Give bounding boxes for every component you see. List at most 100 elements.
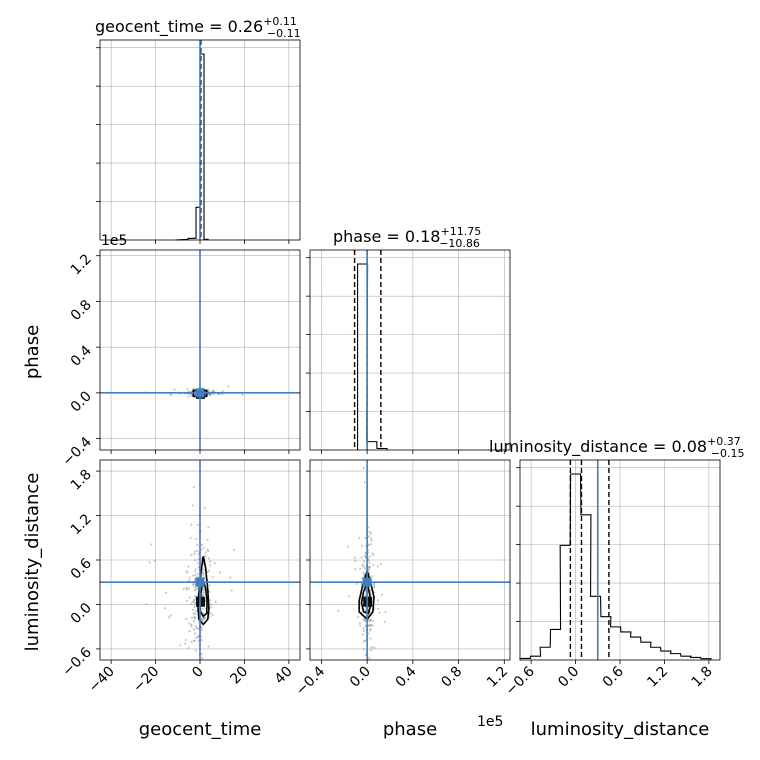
sample-point [207, 388, 210, 391]
sample-point [359, 567, 362, 571]
sample-point [384, 611, 387, 614]
sample-point [193, 550, 197, 553]
sample-point [194, 574, 197, 577]
sample-point [367, 535, 370, 538]
contour-inner [360, 581, 372, 615]
title-geocent-time: geocent_time = 0.26+0.11 −0.11 [95, 15, 301, 40]
sample-point [368, 620, 372, 623]
sample-point [241, 393, 244, 397]
sample-point [209, 606, 212, 609]
truth-marker [195, 388, 205, 398]
sample-point [168, 616, 171, 619]
sample-point [369, 618, 373, 621]
sample-point [187, 565, 190, 568]
sample-point [212, 390, 215, 393]
sample-point [213, 562, 216, 565]
sample-point [369, 532, 373, 535]
sample-point [190, 523, 193, 526]
sample-point [148, 561, 151, 564]
y-tick-label: 1.8 [68, 467, 95, 494]
x-tick-label: 0.0 [347, 664, 374, 691]
x-tick-label: −0.4 [293, 663, 328, 698]
x-tick-label: 0.8 [438, 664, 465, 691]
sample-point [368, 566, 371, 569]
y-tick-label: 0.0 [68, 600, 95, 627]
contour-outer [196, 556, 210, 626]
sample-point [208, 584, 211, 587]
diag-panel-phase [306, 249, 511, 454]
sample-point [369, 543, 373, 546]
xlabel-luminosity-distance: luminosity_distance [531, 719, 710, 740]
sample-point [358, 536, 361, 539]
panel-frame [99, 39, 301, 241]
sample-point [354, 568, 357, 571]
sample-point [201, 607, 204, 610]
sample-point [190, 553, 193, 557]
sample-point [194, 568, 197, 571]
sample-point [187, 587, 191, 590]
sample-point [188, 622, 191, 625]
sample-point [184, 638, 188, 642]
sample-point [221, 390, 224, 393]
sample-point [190, 640, 193, 644]
sample-point [192, 612, 195, 615]
y-tick-label: 1.2 [68, 511, 95, 538]
x-tick-label: 1.8 [689, 664, 716, 691]
sample-point [357, 615, 360, 618]
sample-point [194, 558, 197, 562]
sample-point [361, 544, 364, 547]
sample-point [203, 616, 206, 619]
panel-frame [99, 249, 301, 451]
phase-y-multiplier: 1e5 [101, 233, 127, 249]
sample-point [363, 639, 366, 642]
sample-point [189, 536, 192, 540]
sample-point [169, 614, 172, 617]
sample-point [364, 594, 367, 597]
sample-point [373, 583, 376, 586]
xlabel-phase: phase [383, 719, 437, 740]
y-tick-label: −0.4 [59, 434, 94, 469]
sample-point [379, 563, 382, 566]
sample-point [200, 657, 204, 660]
sample-point [369, 624, 372, 627]
sample-point [204, 551, 207, 554]
x-tick-label: −20 [130, 664, 162, 696]
sample-point [210, 603, 213, 606]
sample-point [208, 393, 212, 397]
sample-point [372, 553, 375, 556]
panel-frame [99, 459, 301, 661]
sample-point [383, 620, 386, 623]
sample-point [192, 608, 195, 611]
sample-point [202, 594, 205, 597]
sample-point [185, 586, 188, 589]
sample-point [209, 611, 212, 614]
sample-point [364, 619, 367, 622]
panel-frame [309, 459, 511, 661]
sample-point [179, 644, 182, 647]
sample-point [372, 564, 375, 567]
diag-panel-geocent_time [96, 39, 301, 244]
y-tick-label: −0.6 [59, 644, 94, 679]
sample-point [194, 570, 197, 573]
sample-point [145, 602, 148, 606]
sample-point [361, 564, 364, 567]
sample-point [173, 388, 176, 391]
sample-point [193, 616, 196, 619]
xlabel-geocent-time: geocent_time [139, 719, 262, 740]
sample-point [200, 628, 203, 631]
sample-point [193, 588, 197, 592]
sample-point [169, 393, 172, 396]
sample-point [355, 582, 358, 586]
sample-point [200, 543, 203, 547]
sample-point [188, 630, 191, 633]
sample-point [202, 572, 205, 575]
sample-point [207, 557, 210, 560]
sample-point [195, 610, 198, 613]
sample-point [209, 564, 212, 567]
sample-point [364, 536, 367, 539]
sample-point [211, 575, 214, 579]
sample-point [202, 546, 205, 549]
sample-point [346, 545, 350, 548]
sample-point [202, 573, 205, 577]
